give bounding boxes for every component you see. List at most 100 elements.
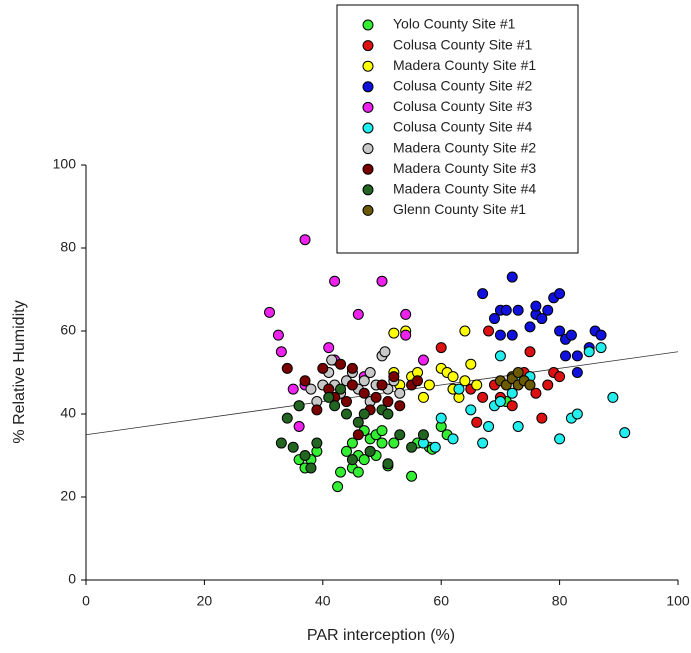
point — [340, 408, 352, 420]
point — [459, 325, 471, 337]
legend-marker — [362, 143, 374, 155]
legend-marker — [362, 163, 374, 175]
point — [423, 379, 435, 391]
legend-label: Madera County Site #1 — [393, 57, 536, 73]
point — [326, 354, 338, 366]
point — [346, 454, 358, 466]
legend-marker — [362, 122, 374, 134]
point — [335, 358, 347, 370]
point — [512, 367, 524, 378]
point — [512, 420, 524, 432]
point — [595, 329, 607, 341]
point — [388, 327, 400, 339]
point — [483, 325, 495, 337]
point — [346, 379, 358, 391]
point — [406, 470, 418, 482]
point — [281, 362, 293, 374]
point — [264, 306, 276, 318]
point — [358, 454, 370, 466]
y-tick-label: 60 — [60, 322, 76, 338]
legend-label: Yolo County Site #1 — [393, 16, 516, 32]
point — [571, 350, 583, 362]
point — [506, 400, 518, 412]
point — [565, 329, 577, 341]
point — [571, 367, 583, 378]
y-axis-label: % Relative Humidity — [11, 300, 28, 443]
legend-marker — [362, 40, 374, 52]
point — [494, 396, 506, 408]
x-tick-label: 100 — [666, 593, 690, 609]
x-tick-label: 20 — [197, 593, 213, 609]
point — [465, 404, 477, 416]
point — [346, 437, 358, 449]
point — [554, 325, 566, 337]
point — [329, 400, 341, 412]
point — [536, 412, 548, 424]
point — [406, 441, 418, 453]
point — [429, 441, 441, 453]
point — [317, 362, 329, 374]
point — [417, 354, 429, 366]
y-tick-label: 80 — [60, 239, 76, 255]
legend-label: Madera County Site #3 — [393, 160, 536, 176]
legend-label: Colusa County Site #1 — [393, 36, 533, 52]
point — [275, 437, 287, 449]
point — [281, 412, 293, 424]
legend-label: Colusa County Site #3 — [393, 98, 533, 114]
point — [287, 441, 299, 453]
point — [272, 329, 284, 341]
point — [340, 445, 352, 457]
point — [554, 433, 566, 445]
point — [530, 387, 542, 399]
legend-marker — [362, 204, 374, 216]
point — [364, 445, 376, 457]
x-tick-label: 60 — [433, 593, 449, 609]
point — [382, 408, 394, 420]
legend-label: Colusa County Site #2 — [393, 78, 533, 94]
point — [323, 391, 335, 403]
point — [376, 275, 388, 287]
point — [524, 346, 536, 358]
point — [506, 387, 518, 399]
point — [471, 379, 483, 391]
point — [554, 371, 566, 383]
point — [287, 383, 299, 395]
point — [554, 288, 566, 300]
point — [299, 375, 311, 387]
point — [335, 466, 347, 478]
point — [358, 375, 370, 387]
legend-marker — [362, 101, 374, 113]
point — [376, 425, 388, 437]
point — [364, 367, 376, 378]
point — [619, 427, 631, 439]
point — [477, 391, 489, 403]
point — [335, 383, 347, 395]
point — [412, 375, 424, 387]
point — [376, 437, 388, 449]
point — [400, 329, 412, 341]
point — [346, 362, 358, 374]
point — [352, 429, 364, 441]
point — [447, 433, 459, 445]
point — [394, 400, 406, 412]
point — [595, 342, 607, 354]
legend-marker — [362, 19, 374, 31]
legend-label: Colusa County Site #4 — [393, 119, 533, 135]
x-tick-label: 80 — [552, 593, 568, 609]
legend-marker — [362, 81, 374, 93]
point — [329, 275, 341, 287]
point — [477, 437, 489, 449]
point — [323, 342, 335, 354]
point — [512, 304, 524, 316]
point — [352, 308, 364, 320]
legend-label: Madera County Site #4 — [393, 181, 536, 197]
legend-label: Glenn County Site #1 — [393, 201, 526, 217]
trend-line — [85, 351, 679, 436]
point — [340, 396, 352, 408]
point — [358, 408, 370, 420]
y-tick-label: 100 — [53, 156, 77, 172]
point — [388, 371, 400, 383]
point — [506, 329, 518, 341]
point — [530, 300, 542, 312]
